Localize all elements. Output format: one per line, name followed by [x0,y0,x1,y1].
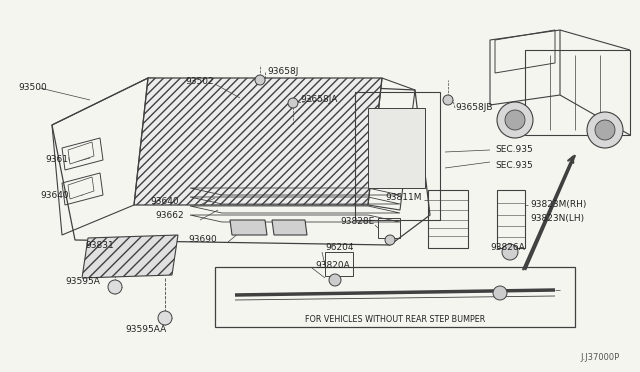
Text: 93595A: 93595A [65,278,100,286]
Circle shape [502,244,518,260]
Text: 93640: 93640 [150,198,179,206]
Text: 93658JA: 93658JA [300,96,337,105]
Text: 93690: 93690 [188,235,217,244]
Text: FOR VEHICLES WITHOUT REAR STEP BUMPER: FOR VEHICLES WITHOUT REAR STEP BUMPER [305,315,485,324]
Circle shape [255,75,265,85]
Bar [428,190,468,248]
Circle shape [493,286,507,300]
Text: 93820A: 93820A [315,260,349,269]
Text: 93811M: 93811M [385,192,422,202]
Text: 93658J: 93658J [267,67,298,77]
Text: 93826A: 93826A [490,244,525,253]
Polygon shape [68,177,94,199]
Polygon shape [82,235,178,278]
Text: 93658JB: 93658JB [455,103,493,112]
Polygon shape [368,108,425,188]
Text: 93823M(RH): 93823M(RH) [530,201,586,209]
Text: 93662: 93662 [155,211,184,219]
Text: SEC.935: SEC.935 [495,145,532,154]
Text: 93610: 93610 [45,155,74,164]
Text: 93502: 93502 [185,77,214,87]
Circle shape [587,112,623,148]
Circle shape [329,274,341,286]
Polygon shape [230,220,267,235]
Bar [215,267,575,327]
Circle shape [497,102,533,138]
Text: SEC.935: SEC.935 [495,160,532,170]
Bar [378,218,400,238]
Text: J.J37000P: J.J37000P [580,353,620,362]
Text: 93828E: 93828E [340,218,374,227]
Text: 93640: 93640 [40,190,68,199]
Circle shape [443,95,453,105]
Bar [325,252,353,276]
Circle shape [385,235,395,245]
Circle shape [595,120,615,140]
Polygon shape [134,78,382,205]
Circle shape [505,110,525,130]
Circle shape [158,311,172,325]
Circle shape [108,280,122,294]
Polygon shape [272,220,307,235]
Text: 93823N(LH): 93823N(LH) [530,214,584,222]
Circle shape [288,98,298,108]
Text: 93500: 93500 [18,83,47,93]
Polygon shape [68,142,94,164]
Text: 96204: 96204 [325,244,353,253]
Bar [497,190,525,248]
Text: 93595AA: 93595AA [125,326,166,334]
Text: 93831: 93831 [85,241,114,250]
